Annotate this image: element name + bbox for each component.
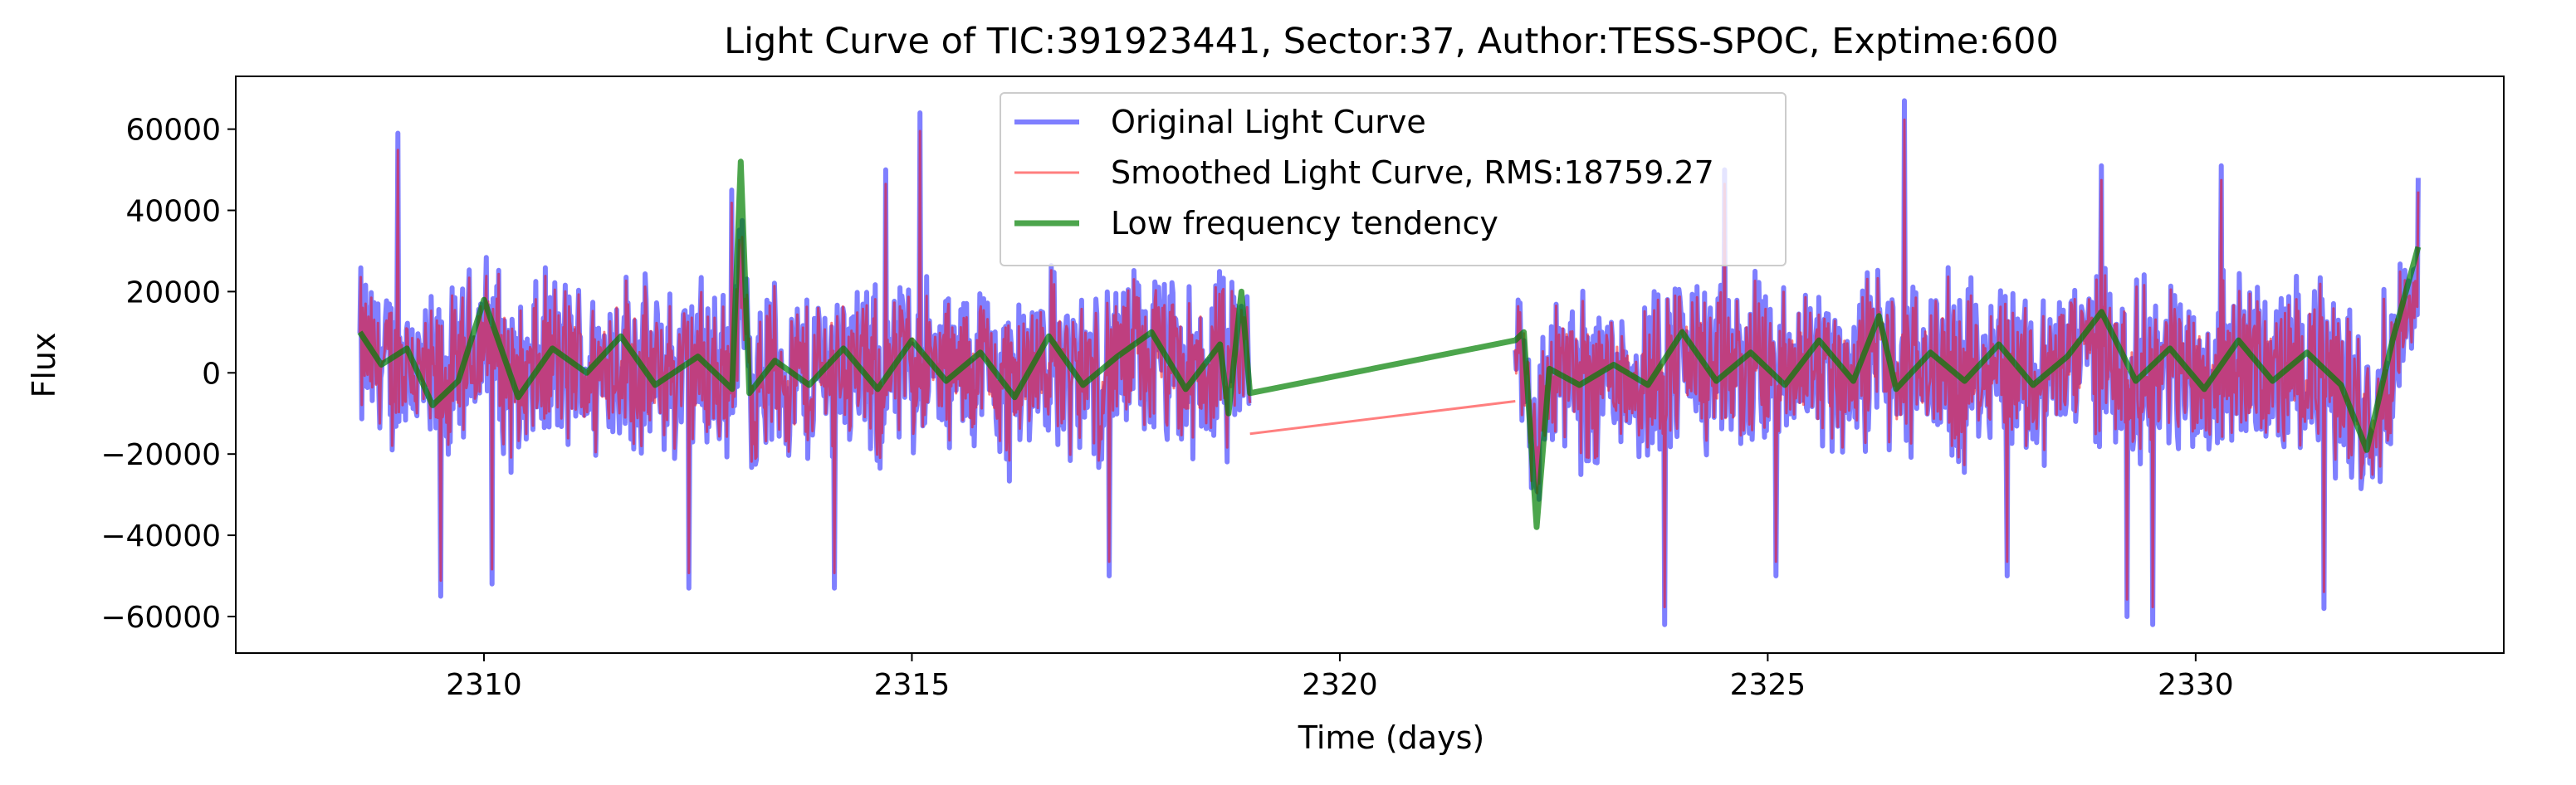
y-tick-label: 60000 (125, 114, 221, 148)
y-tick-label: 20000 (125, 275, 221, 310)
y-axis-label: Flux (26, 333, 62, 398)
y-tick-label: −20000 (100, 438, 221, 472)
chart-title: Light Curve of TIC:391923441, Sector:37,… (724, 21, 2059, 62)
x-tick-label: 2310 (446, 668, 522, 702)
legend-label-3: Low frequency tendency (1111, 205, 1498, 241)
y-tick-label: −60000 (100, 601, 221, 635)
y-axis: −60000 −40000 −20000 0 20000 40000 60000 (100, 114, 236, 635)
x-axis-label: Time (days) (1298, 719, 1484, 756)
x-tick-label: 2325 (1730, 668, 1806, 702)
legend-label-2: Smoothed Light Curve, RMS:18759.27 (1111, 154, 1714, 191)
plot-area (357, 98, 2422, 627)
plot-frame (235, 76, 2505, 654)
smoothed-curve-gap-line (1249, 400, 1516, 436)
x-axis: 2310 2315 2320 2325 2330 (446, 653, 2234, 702)
x-tick-label: 2320 (1302, 668, 1378, 702)
series-low-frequency-tendency (357, 158, 2422, 530)
series-smoothed-light-curve (359, 118, 2420, 608)
x-tick-label: 2330 (2158, 668, 2234, 702)
legend: Original Light Curve Smoothed Light Curve… (1000, 92, 1787, 266)
low-frequency-line (357, 158, 2422, 530)
y-tick-label: 40000 (125, 195, 221, 229)
legend-box (1000, 92, 1787, 266)
legend-label-1: Original Light Curve (1111, 104, 1426, 140)
y-tick-label: −40000 (100, 519, 221, 553)
smoothed-curve-segment-1 (359, 129, 1252, 583)
x-tick-label: 2315 (874, 668, 951, 702)
y-tick-label: 0 (202, 357, 221, 391)
smoothed-curve-segment-2 (1513, 118, 2420, 608)
